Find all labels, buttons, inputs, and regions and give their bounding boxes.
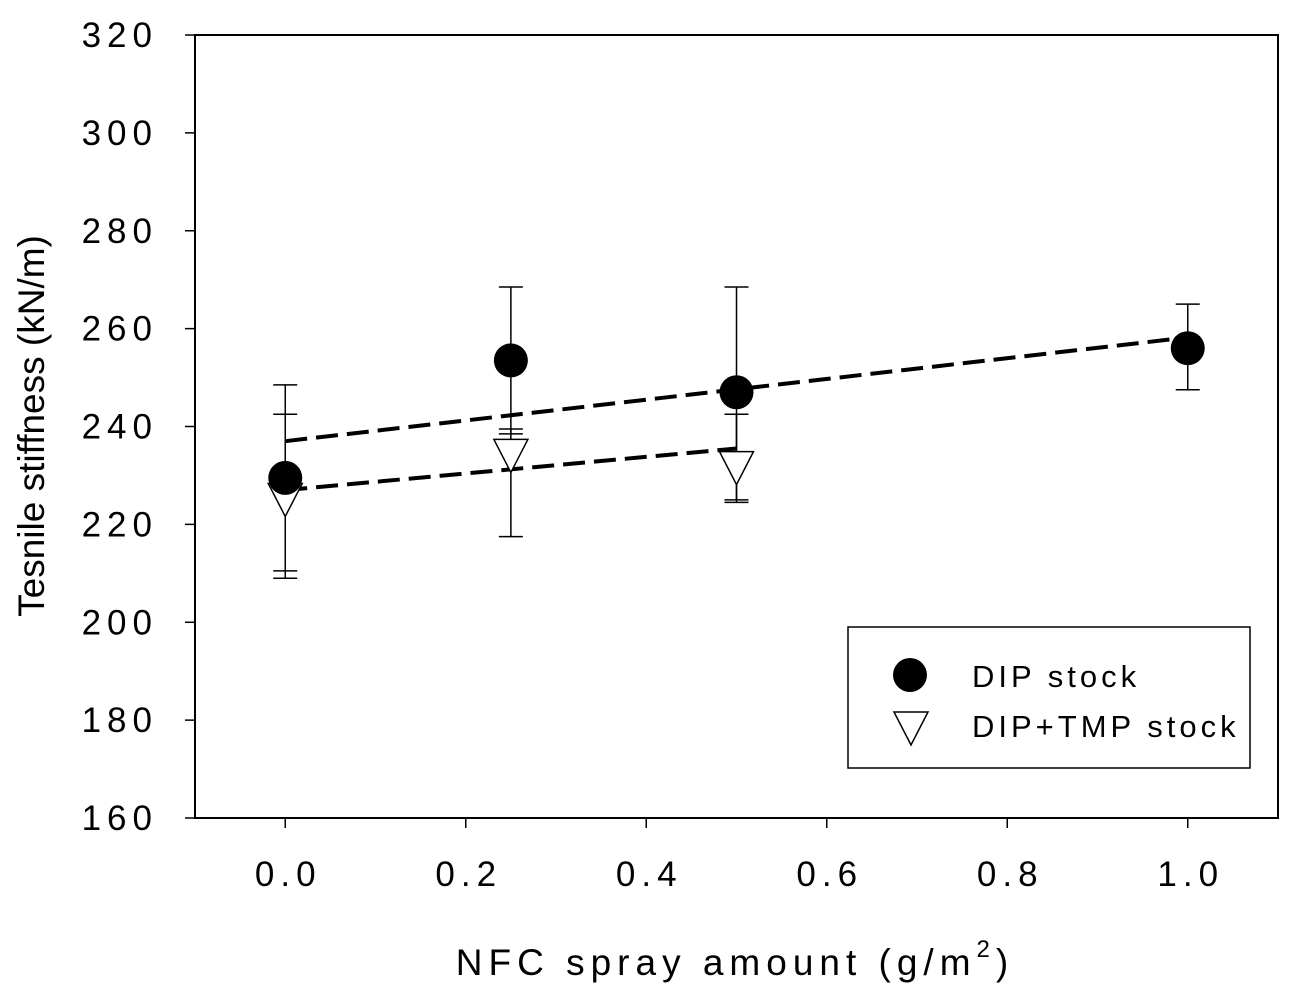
x-tick-label-0.8: 0.8 [977,855,1044,894]
legend-marker-dip-stock [893,658,927,692]
y-tick-label-320: 320 [82,16,158,55]
y-tick-label-180: 180 [82,701,158,740]
y-tick-label-280: 280 [82,212,158,251]
y-tick-label-300: 300 [82,114,158,153]
legend-label-dip-stock: DIP stock [972,659,1140,694]
x-tick-label-0.4: 0.4 [616,855,683,894]
x-axis: 0.0 0.2 0.4 0.6 0.8 1.0 [255,818,1224,894]
x-axis-label-end: ) [996,942,1014,983]
y-tick-label-200: 200 [82,603,158,642]
legend-box [847,626,1251,769]
data-point-dip-tmp-stock-1 [492,438,530,475]
data-point-dip-stock-3 [1170,331,1205,366]
x-tick-label-0.0: 0.0 [255,855,322,894]
legend-label-dip-tmp-stock: DIP+TMP stock [972,709,1240,744]
y-tick-label-260: 260 [82,310,158,349]
error-bars [273,286,1200,579]
x-tick-label-1.0: 1.0 [1157,855,1224,894]
y-tick-label-160: 160 [82,799,158,838]
x-axis-label-superscript: 2 [977,936,996,963]
y-axis: 160 180 200 220 240 260 280 300 320 [82,16,195,838]
data-point-dip-stock-1 [493,343,528,378]
x-axis-label: NFC spray amount (g/m2) [456,936,1014,983]
legend: DIP stock DIP+TMP stock [847,626,1251,769]
y-tick-label-220: 220 [82,505,158,544]
data-point-dip-stock-0 [268,460,303,495]
y-axis-label: Tesnile stiffness (kN/m) [11,235,52,617]
x-tick-label-0.6: 0.6 [796,855,863,894]
legend-marker-dip-tmp-stock [892,711,930,747]
data-point-dip-stock-2 [719,375,754,410]
data-markers [267,331,1205,519]
x-tick-label-0.2: 0.2 [435,855,502,894]
y-tick-label-240: 240 [82,408,158,447]
data-point-dip-tmp-stock-2 [718,450,755,487]
